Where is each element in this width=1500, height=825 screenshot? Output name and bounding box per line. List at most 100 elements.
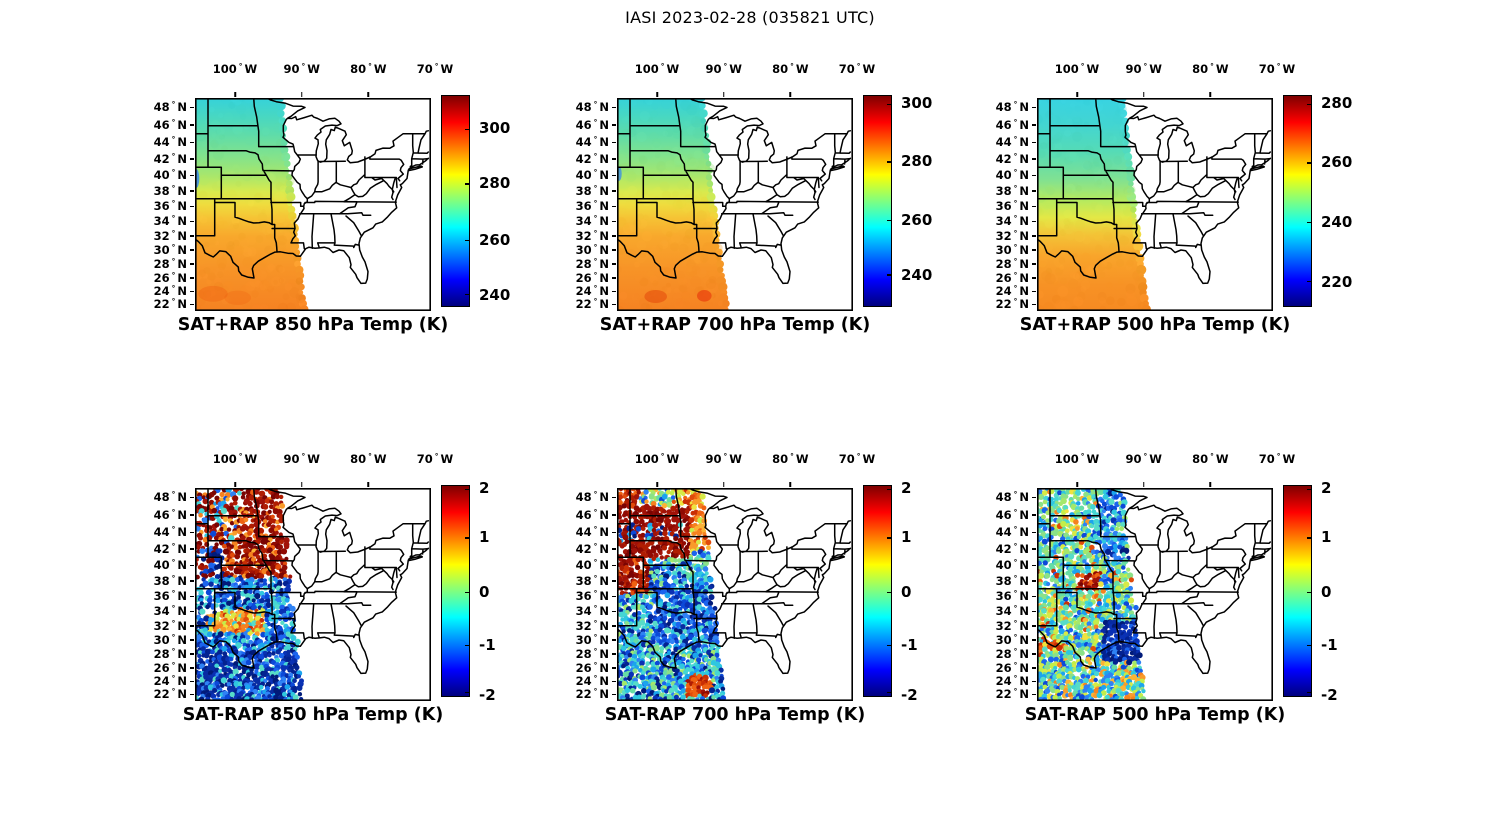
lon-tick-label: 70 ° W [1258, 452, 1296, 466]
colorbar-tick-mark [1307, 221, 1311, 224]
lon-tick-label: 80 ° W [1192, 452, 1229, 466]
lat-tick-label: 38 ° N [995, 184, 1029, 198]
lat-tick-label: 44 ° N [153, 525, 187, 540]
degree-symbol: ° [171, 525, 176, 535]
lon-tick-mark [656, 92, 658, 97]
map-svg [195, 98, 431, 311]
colorbar-tick-mark [465, 644, 469, 646]
lat-tick-label: 46 ° N [995, 508, 1029, 523]
lat-tick-mark [190, 174, 194, 177]
lat-tick-label: 22 ° N [575, 297, 609, 312]
lon-tick-mark [789, 92, 792, 97]
lat-tick-label: 44 ° N [575, 135, 609, 150]
lat-tick-mark [190, 595, 194, 598]
degree-symbol: ° [1013, 604, 1018, 614]
lat-tick-label: 30 ° N [575, 633, 609, 647]
degree-symbol: ° [1013, 135, 1018, 145]
lat-tick-mark [612, 639, 616, 641]
degree-symbol: ° [171, 257, 176, 266]
lat-tick-mark [1032, 531, 1036, 534]
degree-symbol: ° [660, 62, 665, 71]
lat-tick-label: 46 ° N [153, 508, 187, 523]
lat-tick-mark [190, 531, 194, 534]
lat-tick-label: 34 ° N [575, 214, 609, 229]
colorbar-tick-label: 240 [901, 266, 933, 284]
lat-tick-label: 46 ° N [153, 118, 187, 133]
panel-title: SAT+RAP 700 hPa Temp (K) [599, 315, 871, 335]
degree-symbol: ° [171, 660, 176, 670]
colorbar-tick-label: 260 [1321, 153, 1353, 171]
lat-tick-label: 28 ° N [575, 257, 609, 271]
degree-symbol: ° [593, 687, 598, 697]
degree-symbol: ° [434, 452, 439, 461]
lat-tick-mark [1032, 625, 1036, 627]
lon-tick-label: 90 ° W [1125, 62, 1162, 76]
colorbar-tick-label: 1 [1321, 527, 1332, 546]
lat-tick-mark [612, 158, 616, 160]
lon-tick-label: 100 ° W [1054, 452, 1100, 466]
lat-tick-mark [612, 653, 616, 655]
degree-symbol: ° [593, 257, 598, 266]
degree-symbol: ° [1013, 542, 1018, 552]
lat-tick-mark [612, 548, 616, 550]
colorbar-tick-label: 280 [1321, 94, 1353, 112]
degree-symbol: ° [1013, 100, 1018, 110]
lat-tick-mark [612, 303, 616, 306]
lat-tick-label: 32 ° N [153, 618, 187, 633]
degree-symbol: ° [723, 452, 728, 461]
degree-symbol: ° [593, 574, 598, 583]
degree-symbol: ° [856, 452, 861, 461]
degree-symbol: ° [593, 199, 598, 209]
lat-tick-mark [612, 190, 616, 192]
map-svg [1037, 98, 1273, 311]
lat-tick-mark [1032, 653, 1036, 655]
degree-symbol: ° [171, 618, 176, 628]
lat-tick-label: 48 ° N [995, 100, 1029, 115]
lat-tick-label: 48 ° N [153, 490, 187, 505]
colorbar-tick-mark [1307, 691, 1311, 694]
colorbar-tick-mark [887, 537, 891, 539]
lat-tick-mark [1032, 680, 1036, 682]
lon-tick-label: 80 ° W [350, 62, 387, 76]
degree-symbol: ° [171, 508, 176, 518]
degree-symbol: ° [1210, 62, 1214, 71]
lon-tick-label: 80 ° W [772, 62, 809, 76]
colorbar-tick-mark [887, 591, 891, 594]
lat-tick-label: 30 ° N [153, 243, 187, 257]
degree-symbol: ° [1080, 62, 1085, 71]
degree-symbol: ° [660, 452, 665, 461]
degree-symbol: ° [1013, 647, 1018, 656]
colorbar-tick-label: -2 [901, 686, 918, 704]
lat-tick-mark [612, 496, 616, 498]
lat-tick-mark [190, 653, 194, 655]
lat-tick-mark [1032, 580, 1036, 582]
degree-symbol: ° [1143, 62, 1148, 71]
lat-tick-mark [612, 205, 616, 208]
lat-tick-mark [612, 531, 616, 534]
degree-symbol: ° [171, 589, 176, 599]
lat-tick-mark [1032, 220, 1036, 222]
lat-tick-mark [612, 610, 616, 612]
degree-symbol: ° [1143, 452, 1148, 461]
lat-tick-mark [1032, 693, 1036, 696]
lat-tick-label: 24 ° N [575, 674, 609, 689]
degree-symbol: ° [593, 525, 598, 535]
colorbar-tick-label: 260 [479, 230, 511, 249]
lat-tick-mark [190, 263, 194, 265]
map-svg [617, 488, 853, 701]
lat-tick-mark [1032, 610, 1036, 612]
degree-symbol: ° [593, 618, 598, 628]
colorbar-tick-label: 240 [479, 285, 511, 304]
colorbar-tick-mark [465, 294, 469, 296]
lat-tick-label: 38 ° N [153, 184, 187, 198]
degree-symbol: ° [1013, 184, 1018, 193]
lat-tick-mark [1032, 290, 1036, 292]
degree-symbol: ° [1013, 152, 1018, 162]
degree-symbol: ° [301, 62, 306, 71]
lon-tick-mark [789, 482, 792, 487]
lat-tick-label: 22 ° N [995, 687, 1029, 702]
panel-title: SAT+RAP 850 hPa Temp (K) [177, 315, 449, 335]
lat-tick-mark [190, 277, 194, 279]
degree-symbol: ° [1013, 589, 1018, 599]
